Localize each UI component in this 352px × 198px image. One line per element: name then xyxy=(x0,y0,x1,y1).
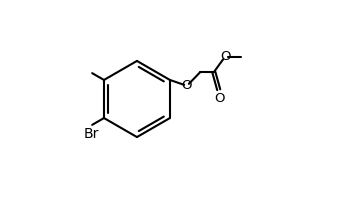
Text: O: O xyxy=(220,50,231,63)
Text: O: O xyxy=(181,79,192,92)
Text: O: O xyxy=(214,92,225,105)
Text: Br: Br xyxy=(83,127,99,141)
